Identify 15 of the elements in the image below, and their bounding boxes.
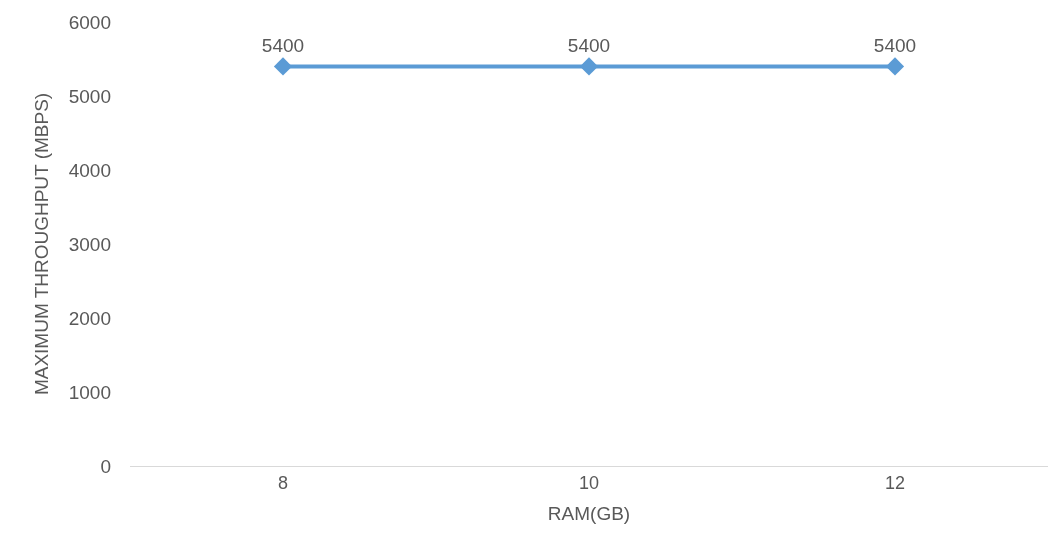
x-tick-label: 12 bbox=[884, 472, 906, 493]
y-tick-label: 5000 bbox=[68, 85, 111, 107]
y-tick-label: 6000 bbox=[68, 11, 111, 33]
data-label: 5400 bbox=[567, 34, 611, 56]
x-axis-title: RAM(GB) bbox=[547, 503, 631, 525]
data-label: 5400 bbox=[261, 34, 305, 56]
x-tick-label: 10 bbox=[578, 472, 600, 493]
data-label: 5400 bbox=[873, 34, 917, 56]
y-tick-label: 3000 bbox=[68, 233, 111, 255]
y-axis-title: MAXIMUM THROUGHPUT (MBPS) bbox=[30, 92, 52, 396]
y-tick-label: 1000 bbox=[68, 381, 111, 403]
y-tick-label: 4000 bbox=[68, 159, 111, 181]
x-tick-label: 8 bbox=[277, 472, 289, 493]
y-tick-label: 2000 bbox=[68, 307, 111, 329]
y-tick-label: 0 bbox=[100, 455, 111, 477]
